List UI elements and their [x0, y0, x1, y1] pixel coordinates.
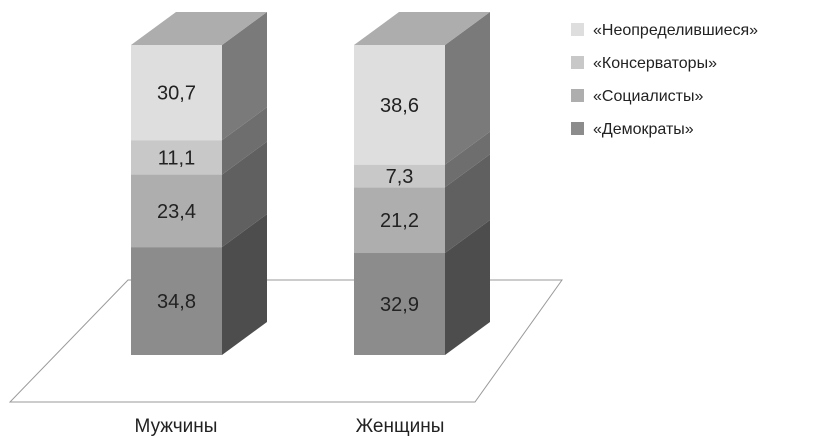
category-label-women: Женщины — [356, 416, 445, 437]
legend-swatch-0 — [571, 23, 584, 36]
value-label-women-1: 21,2 — [380, 210, 419, 232]
bar-women-segment-0 — [354, 253, 445, 355]
bar-men-segment-2 — [131, 140, 222, 175]
value-label-men-3: 30,7 — [157, 83, 196, 105]
bar-men-segment-1 — [131, 174, 222, 248]
bar-men-side-3 — [222, 12, 267, 141]
category-label-men: Мужчины — [135, 416, 218, 437]
legend-swatch-3 — [571, 122, 584, 135]
legend-swatch-2 — [571, 89, 584, 102]
bar-women-side-0 — [445, 220, 490, 355]
bar-men-side-1 — [222, 141, 267, 248]
value-label-women-3: 38,6 — [380, 95, 419, 117]
legend-label-0: «Неопределившиеся» — [593, 22, 758, 39]
value-label-men-2: 11,1 — [158, 147, 195, 169]
value-label-men-0: 34,8 — [157, 291, 196, 313]
bar-women-side-3 — [445, 12, 490, 165]
bar-women-top — [354, 12, 490, 45]
value-label-men-1: 23,4 — [157, 201, 196, 223]
bar-men-side-0 — [222, 214, 267, 355]
legend-swatch-1 — [571, 56, 584, 69]
bar-men-side-2 — [222, 107, 267, 175]
legend-label-1: «Консерваторы» — [593, 55, 717, 72]
legend-label-2: «Социалисты» — [593, 88, 703, 105]
bar-men-segment-0 — [131, 247, 222, 355]
chart-floor — [8, 279, 563, 403]
bar-men-top — [131, 12, 267, 45]
legend-label-3: «Демократы» — [593, 121, 694, 138]
bar-women-segment-2 — [354, 164, 445, 188]
value-label-women-2: 7,3 — [386, 166, 414, 188]
bar-women-segment-1 — [354, 187, 445, 254]
bar-women-segment-3 — [354, 45, 445, 165]
bar-men-segment-3 — [131, 45, 222, 141]
value-label-women-0: 32,9 — [380, 294, 419, 316]
bar-women-side-2 — [445, 131, 490, 188]
bar-women-side-1 — [445, 154, 490, 254]
legend: «Неопределившиеся» «Консерваторы» «Социали… — [571, 22, 758, 138]
